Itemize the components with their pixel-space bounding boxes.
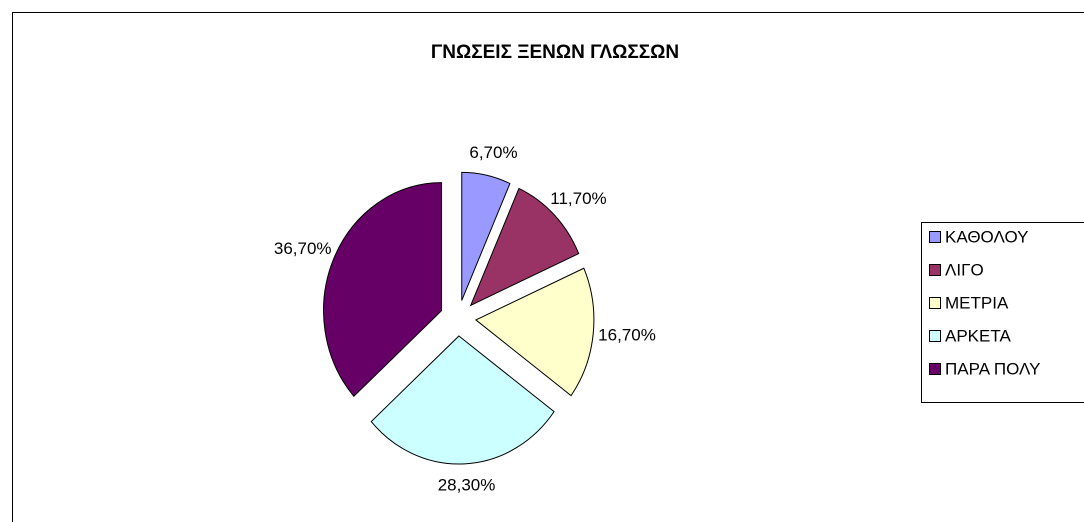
pie-slice	[469, 187, 580, 307]
legend-label: ΛΙΓΟ	[945, 260, 984, 279]
legend-swatch	[929, 363, 941, 375]
pie-slice	[474, 267, 595, 397]
legend-box	[921, 222, 1084, 403]
legend-swatch	[929, 264, 941, 276]
legend-label: ΠΑΡΑ ΠΟΛΥ	[945, 359, 1040, 378]
pie-slice	[323, 182, 443, 398]
legend-label: ΜΕΤΡΙΑ	[945, 293, 1009, 312]
data-label: 28,30%	[438, 475, 496, 494]
legend-swatch	[929, 231, 941, 243]
data-label: 6,70%	[469, 143, 517, 162]
legend-label: ΑΡΚΕΤΑ	[945, 326, 1011, 345]
pie-slice	[370, 335, 555, 465]
legend-label: ΚΑΘΟΛΟΥ	[945, 227, 1028, 246]
pie-slice	[461, 171, 511, 301]
data-label: 16,70%	[598, 326, 656, 345]
legend-swatch	[929, 330, 941, 342]
legend-swatch	[929, 297, 941, 309]
data-label: 36,70%	[274, 239, 332, 258]
chart-title: ΓΝΩΣΕΙΣ ΞΕΝΩΝ ΓΛΩΣΣΩΝ	[431, 42, 679, 63]
data-label: 11,70%	[550, 189, 606, 208]
